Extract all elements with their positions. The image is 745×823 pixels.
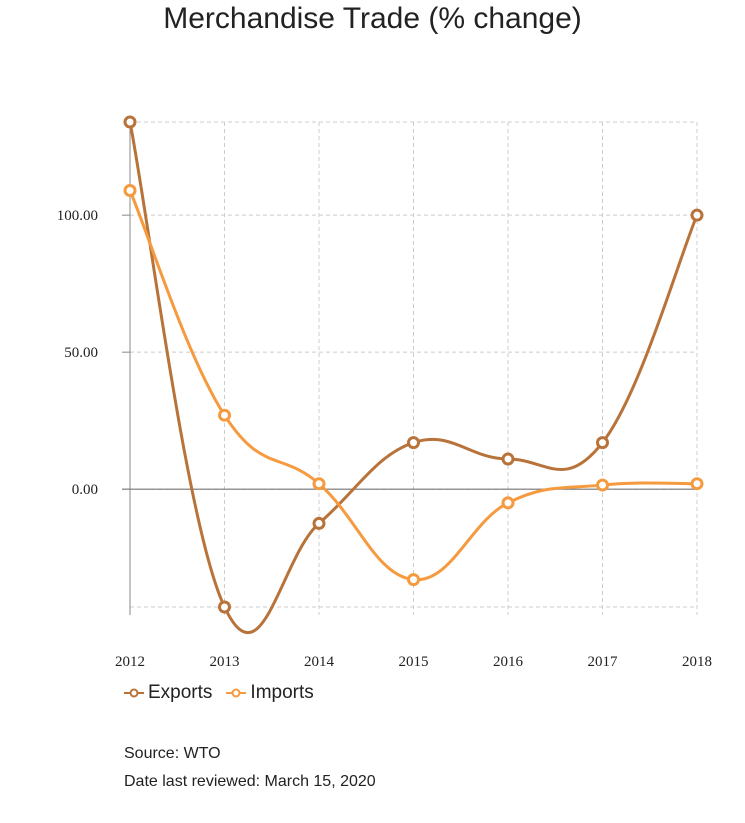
x-tick-label: 2014 [304,654,335,670]
x-tick-label: 2013 [210,654,240,670]
data-point-exports [312,516,326,530]
data-point-exports [407,436,420,450]
x-tick-label: 2018 [682,654,712,670]
legend-item-exports[interactable]: Exports [124,682,212,704]
y-tick-label: 0.00 [72,482,98,498]
last-reviewed-note: Date last reviewed: March 15, 2020 [124,773,376,790]
data-point-imports [407,573,420,587]
y-tick-label: 50.00 [64,345,98,361]
x-tick-label: 2012 [115,654,145,670]
chart-legend: Exports Imports [124,682,314,704]
x-tick-label: 2016 [493,654,524,670]
data-point-imports [123,184,137,198]
data-point-imports [218,408,231,422]
source-note: Source: WTO [124,745,221,762]
data-point-imports [501,496,515,510]
data-point-imports [312,477,326,491]
data-point-exports [501,452,515,466]
exports-line-icon [124,688,144,698]
data-point-exports [596,436,609,450]
legend-item-imports[interactable]: Imports [226,682,314,704]
data-point-exports [690,208,704,222]
data-point-imports [596,478,609,492]
data-point-imports [690,477,704,491]
data-point-exports [218,600,231,614]
y-tick-label: 100.00 [57,208,98,224]
chart-title: Merchandise Trade (% change) [163,2,582,35]
x-tick-label: 2015 [399,654,429,670]
chart-footer: Source: WTO Date last reviewed: March 15… [124,740,376,796]
series-line-imports [128,189,698,582]
line-chart: 100.00 50.00 0.00 2012 2013 2014 2015 2016 2017 2… [57,115,712,670]
legend-label-exports: Exports [148,682,213,703]
legend-label-imports: Imports [250,682,314,703]
x-tick-label: 2017 [588,654,619,670]
imports-line-icon [226,688,247,698]
data-point-exports [123,115,137,129]
